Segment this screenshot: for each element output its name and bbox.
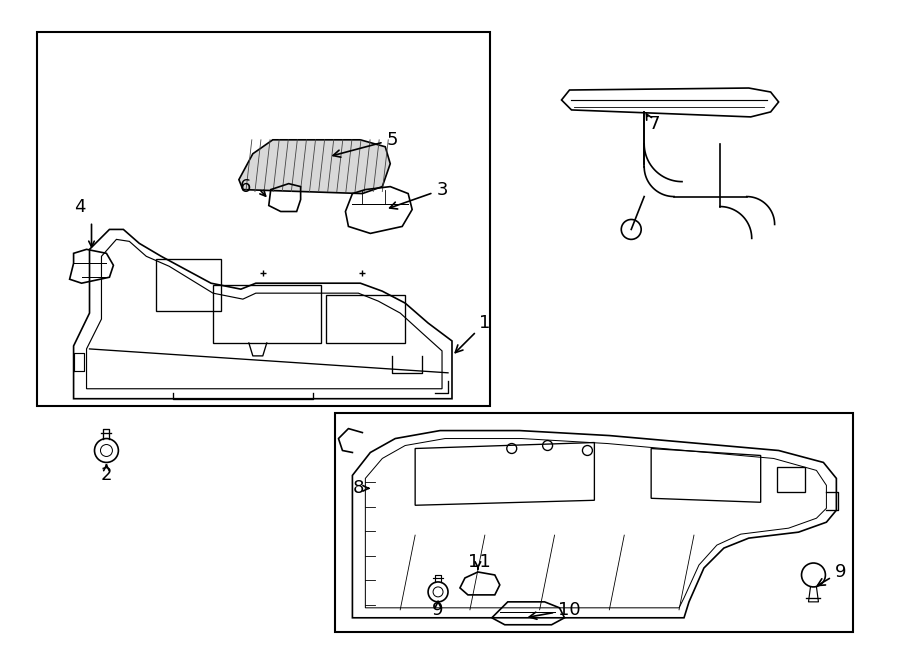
Bar	[37, 32, 490, 406]
Bar	[157, 259, 221, 311]
Text: 6: 6	[240, 178, 251, 196]
Bar	[336, 412, 853, 632]
Text: 3: 3	[390, 180, 448, 209]
Bar	[213, 285, 320, 343]
Bar	[326, 295, 405, 343]
Text: 7: 7	[648, 115, 660, 133]
Bar	[777, 467, 805, 492]
Text: 1: 1	[455, 314, 490, 352]
Text: 8: 8	[353, 479, 364, 497]
Text: 10: 10	[529, 601, 580, 619]
Text: 9: 9	[432, 601, 444, 619]
Polygon shape	[238, 140, 391, 194]
Text: 5: 5	[333, 131, 398, 157]
Text: 11: 11	[469, 553, 491, 571]
Text: 2: 2	[101, 467, 112, 485]
Text: 4: 4	[74, 198, 86, 215]
Text: 9: 9	[817, 563, 846, 586]
